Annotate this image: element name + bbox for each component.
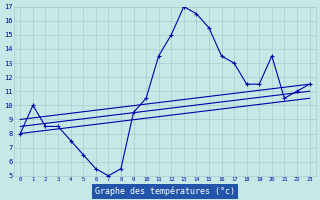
X-axis label: Graphe des températures (°c): Graphe des températures (°c) (95, 186, 235, 196)
